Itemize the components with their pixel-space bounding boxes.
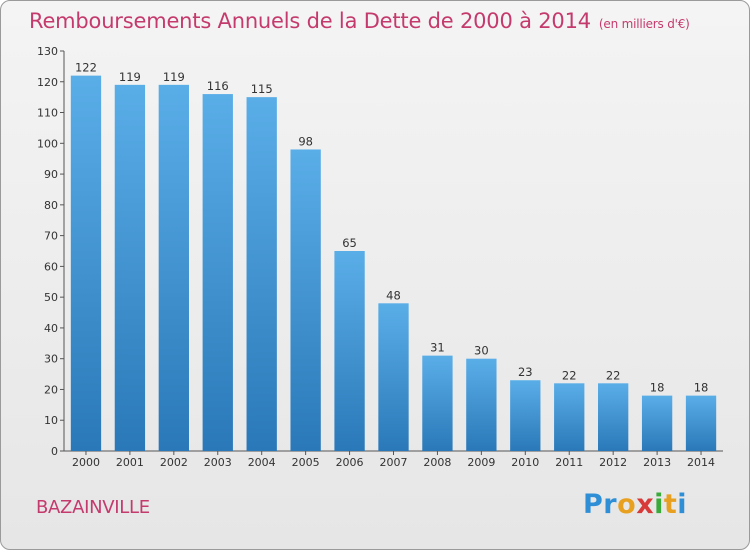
unit-label: (en milliers d'€) [598, 17, 690, 31]
x-tick-label: 2010 [511, 456, 539, 469]
bar [378, 303, 409, 451]
y-tick-label: 40 [44, 322, 58, 335]
bar [422, 355, 453, 451]
data-label: 23 [518, 365, 533, 379]
data-label: 122 [75, 61, 97, 75]
bar [158, 84, 189, 451]
bar [202, 94, 233, 452]
x-tick-label: 2013 [643, 456, 671, 469]
x-tick-label: 2000 [72, 456, 100, 469]
chart-title-text: Remboursements Annuels de la Dette de 20… [29, 9, 591, 33]
y-tick-label: 10 [44, 414, 58, 427]
proxiti-logo: Proxiti [583, 489, 687, 520]
bar [466, 358, 497, 451]
bar [554, 383, 585, 451]
y-tick-label: 120 [37, 76, 58, 89]
x-tick-label: 2001 [116, 456, 144, 469]
x-tick-label: 2012 [599, 456, 627, 469]
x-tick-label: 2004 [248, 456, 276, 469]
data-label: 30 [474, 344, 489, 358]
bar [510, 380, 541, 451]
x-tick-label: 2014 [687, 456, 715, 469]
data-label: 115 [251, 82, 273, 96]
y-tick-label: 50 [44, 291, 58, 304]
data-label: 119 [163, 70, 185, 84]
logo-letter: P [583, 489, 604, 520]
data-label: 119 [119, 70, 141, 84]
bar [641, 395, 673, 451]
bar-layer: 122 119 119 116 115 98 65 48 31 30 23 22 22 18 18 [70, 61, 717, 452]
bar [114, 84, 146, 451]
data-label: 48 [386, 288, 401, 302]
logo-letter: o [617, 489, 637, 520]
commune-name: BAZAINVILLE [36, 497, 150, 518]
y-tick-label: 130 [37, 45, 58, 58]
x-tick-label: 2006 [336, 456, 364, 469]
axis-layer: 0 10 20 30 40 50 60 70 80 90 100 110 120 130 2000 2001 2… [37, 45, 723, 469]
y-tick-label: 100 [37, 137, 58, 150]
y-tick-label: 70 [44, 230, 58, 243]
logo-letter: t [663, 489, 678, 520]
data-label: 18 [650, 381, 665, 395]
x-tick-label: 2005 [292, 456, 320, 469]
y-tick-label: 20 [44, 383, 58, 396]
logo-letter: i [654, 489, 664, 520]
y-tick-label: 80 [44, 199, 58, 212]
data-label: 31 [430, 341, 445, 355]
bar [246, 97, 277, 452]
x-tick-label: 2003 [204, 456, 232, 469]
data-label: 98 [298, 134, 313, 148]
x-tick-label: 2007 [380, 456, 408, 469]
bar [290, 149, 321, 451]
x-tick-label: 2009 [467, 456, 495, 469]
data-label: 22 [606, 368, 621, 382]
chart-title: Remboursements Annuels de la Dette de 20… [29, 9, 690, 33]
bar [685, 395, 717, 451]
data-label: 22 [562, 368, 577, 382]
data-label: 116 [207, 79, 229, 93]
bar [598, 383, 629, 451]
y-tick-label: 60 [44, 260, 58, 273]
data-label: 65 [342, 236, 357, 250]
y-tick-label: 0 [51, 445, 58, 458]
bar [334, 251, 365, 451]
logo-letter: r [603, 489, 618, 520]
logo-letter: x [636, 489, 655, 520]
y-tick-label: 110 [37, 107, 58, 120]
y-tick-label: 30 [44, 353, 58, 366]
y-tick-label: 90 [44, 168, 58, 181]
x-tick-label: 2008 [423, 456, 451, 469]
data-label: 18 [694, 381, 709, 395]
x-tick-label: 2011 [555, 456, 583, 469]
x-tick-label: 2002 [160, 456, 188, 469]
logo-letter: i [677, 489, 688, 520]
bar [70, 75, 102, 451]
